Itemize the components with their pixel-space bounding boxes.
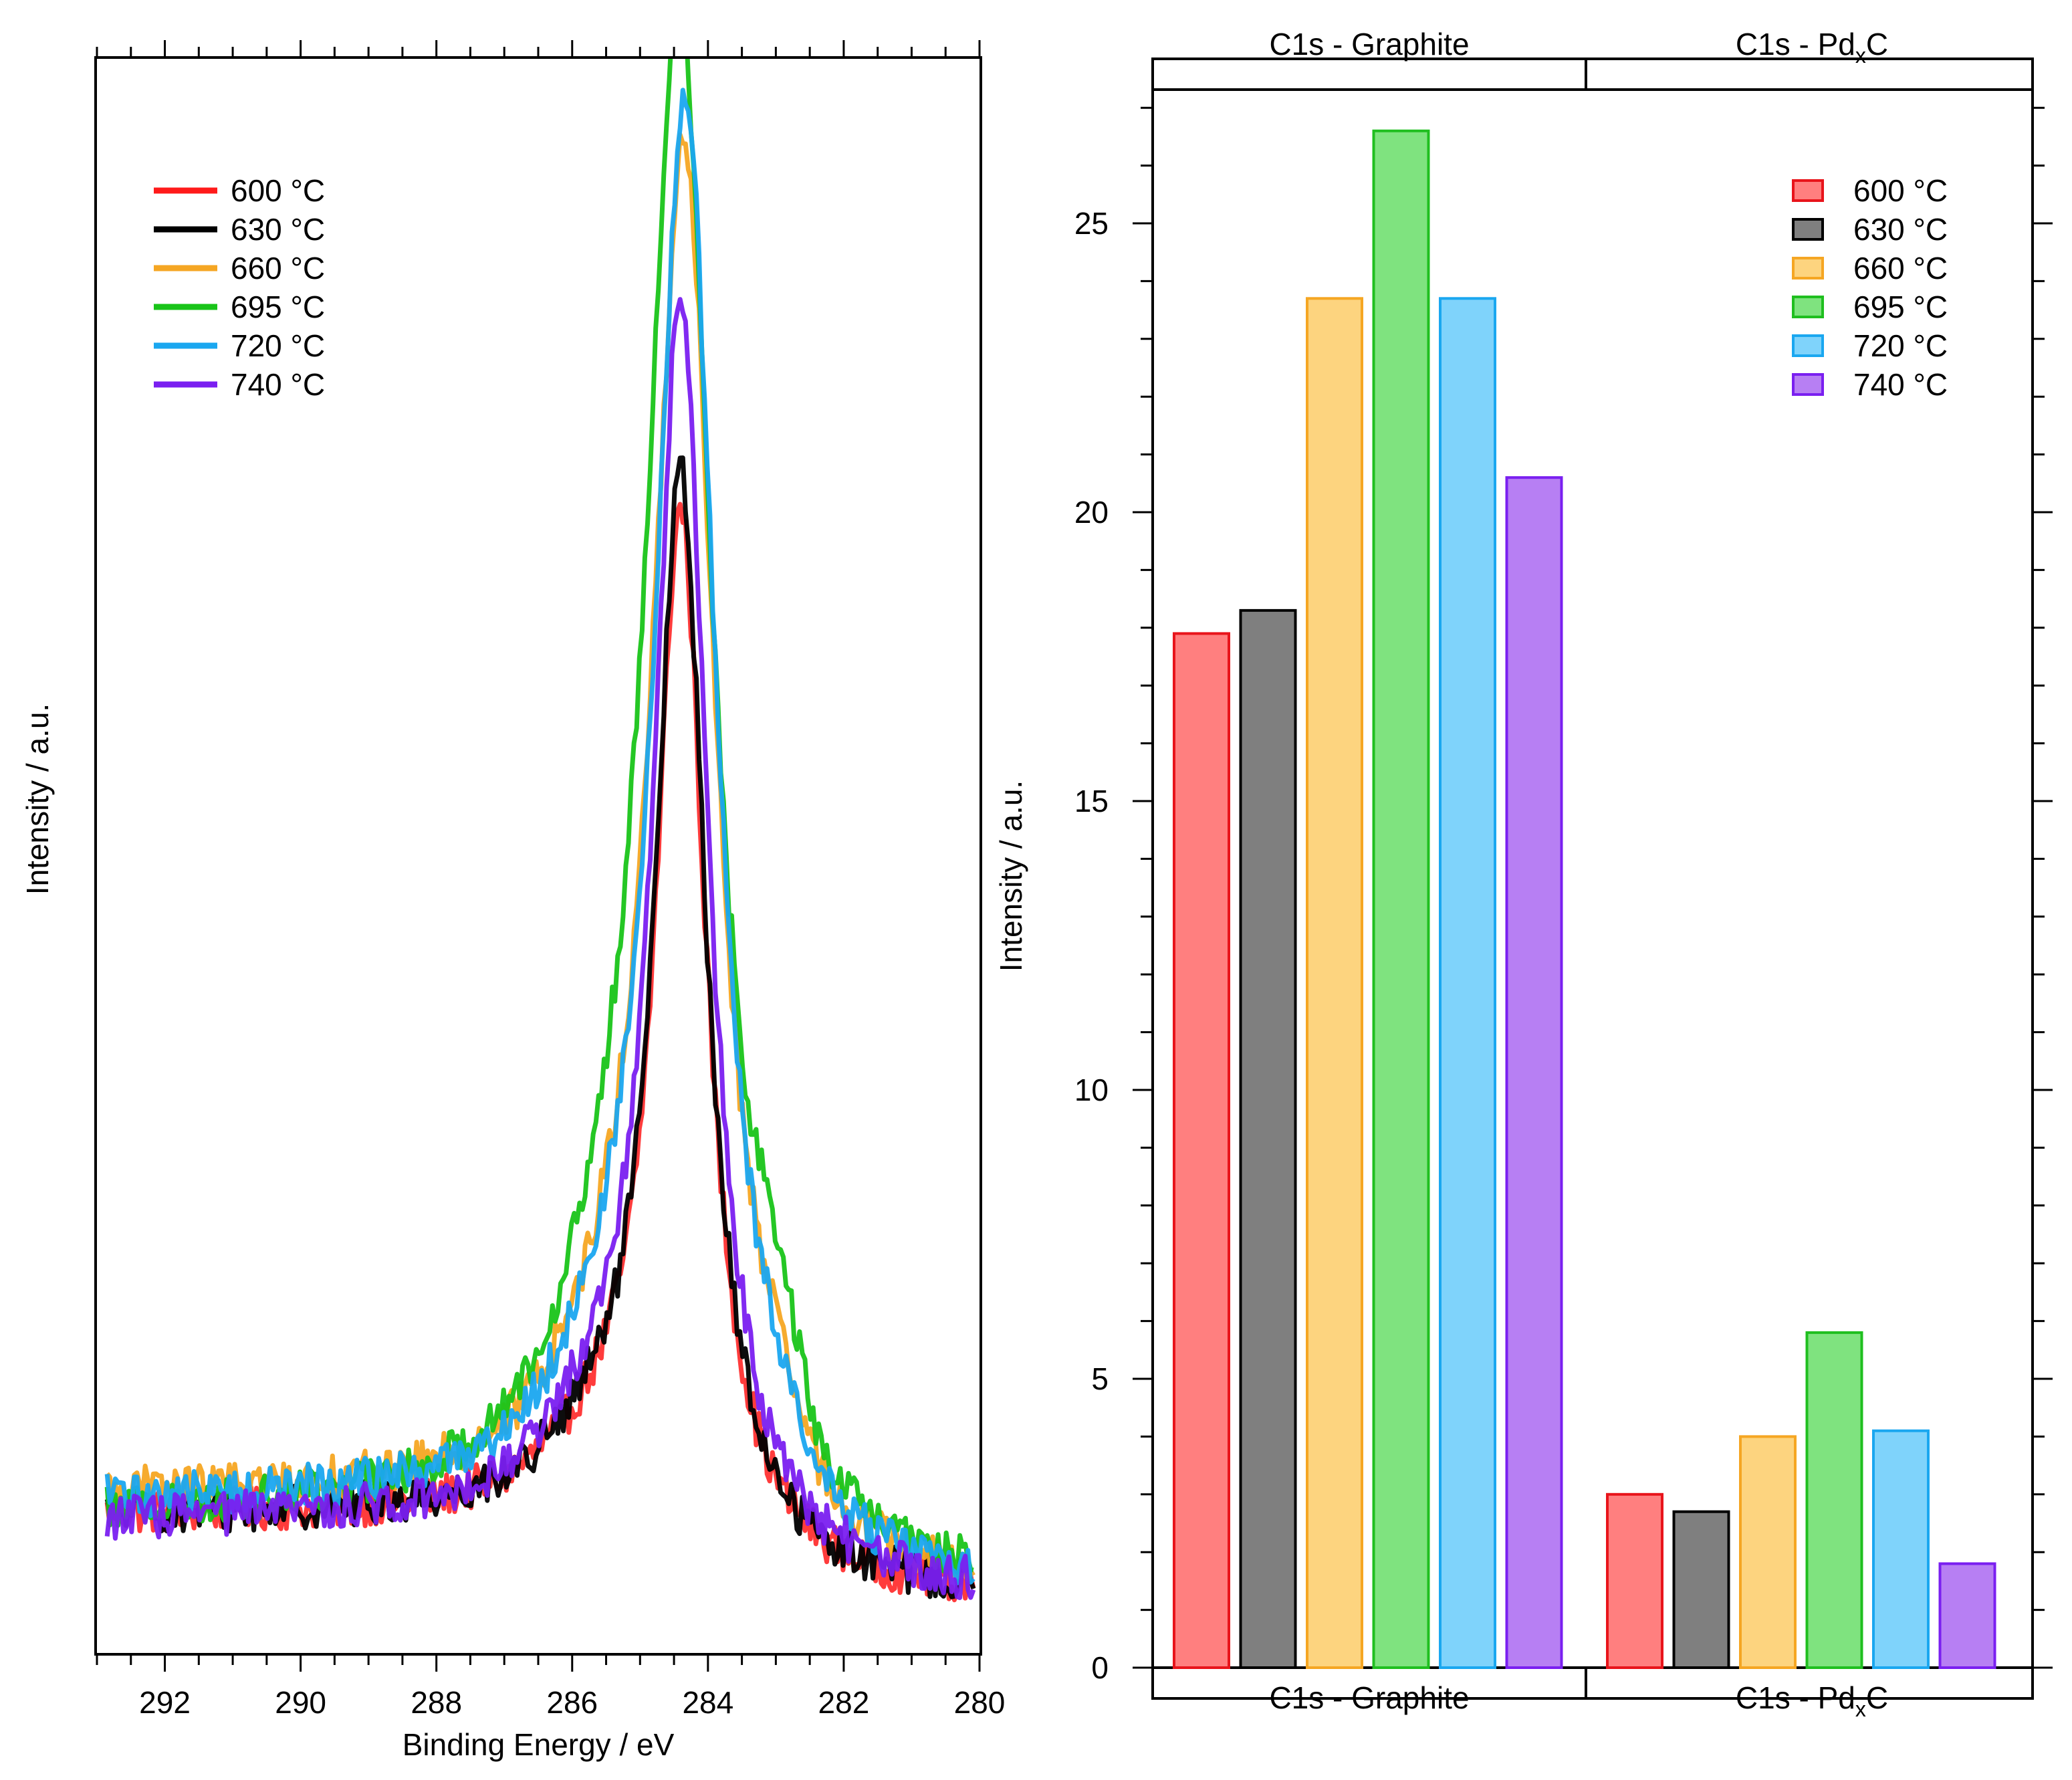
legend-swatch <box>1792 218 1824 241</box>
legend-label: 720 °C <box>231 328 325 363</box>
left-xlabel: Binding Energy / eV <box>402 1727 675 1762</box>
y-tick-label: 20 <box>1074 495 1109 530</box>
x-tick-label: 286 <box>546 1685 598 1720</box>
category-label-main: C1s - Pd <box>1736 1680 1855 1715</box>
legend-label: 695 °C <box>231 290 325 324</box>
right-legend: 600 °C 630 °C 660 °C 695 °C 720 °C 740 °C <box>1792 173 1948 402</box>
right-plot-frame <box>1151 88 2034 1669</box>
bar <box>1938 1562 1996 1669</box>
legend-label: 695 °C <box>1853 290 1948 324</box>
y-tick-label: 25 <box>1074 206 1109 241</box>
bar <box>1872 1429 1930 1669</box>
category-label-main: C1s - Graphite <box>1269 1680 1469 1715</box>
bar <box>1505 476 1563 1669</box>
left-plot-frame <box>94 56 982 1656</box>
left-bottom-ticks <box>96 1654 981 1672</box>
y-tick-label: 0 <box>1091 1650 1109 1685</box>
left-top-ticks <box>96 40 981 58</box>
legend-swatch <box>1792 373 1824 396</box>
x-tick-label: 292 <box>139 1685 191 1720</box>
legend-label: 740 °C <box>1853 367 1948 402</box>
spectrum-line <box>104 297 976 1600</box>
y-tick-label: 15 <box>1074 784 1109 818</box>
top-category-label: C1s - PdxC <box>1736 27 1888 68</box>
category-label-main: C1s - Pd <box>1736 27 1855 62</box>
y-tick-label: 10 <box>1074 1073 1109 1107</box>
right-ylabel: Intensity / a.u. <box>994 780 1028 972</box>
bar <box>1439 297 1496 1670</box>
legend-label: 660 °C <box>231 251 325 286</box>
top-category-label: C1s - Graphite <box>1269 27 1469 62</box>
legend-swatch <box>1792 296 1824 318</box>
legend-label: 720 °C <box>1853 328 1948 363</box>
legend-label: 740 °C <box>231 367 325 402</box>
legend-swatch <box>1792 334 1824 357</box>
right-y-ticks: 0 5 10 15 20 25 <box>1074 106 2053 1685</box>
legend-swatch <box>1792 257 1824 280</box>
bar <box>1239 608 1297 1669</box>
left-xtick-labels: 292 290 288 286 284 282 280 <box>139 1685 1005 1720</box>
bars <box>1173 129 1996 1670</box>
spectra-lines <box>104 59 976 1603</box>
x-tick-label: 290 <box>275 1685 326 1720</box>
legend-label: 660 °C <box>1853 251 1948 286</box>
category-label-tail: C <box>1866 1680 1888 1715</box>
x-tick-label: 282 <box>818 1685 870 1720</box>
bar <box>1606 1492 1663 1670</box>
x-tick-label: 288 <box>411 1685 462 1720</box>
bar <box>1805 1331 1863 1669</box>
category-label-subscript: x <box>1855 1697 1866 1721</box>
bar <box>1672 1510 1730 1669</box>
legend-label: 600 °C <box>231 173 325 208</box>
bottom-category-label: C1s - Graphite <box>1269 1680 1469 1715</box>
category-label-tail: C <box>1866 27 1888 62</box>
category-label-main: C1s - Graphite <box>1269 27 1469 62</box>
bar <box>1739 1435 1797 1669</box>
legend-swatch <box>1792 179 1824 202</box>
bar <box>1306 297 1363 1670</box>
spectrum-line <box>104 455 976 1599</box>
legend-label: 630 °C <box>231 212 325 247</box>
left-legend: 600 °C 630 °C 660 °C 695 °C 720 °C 740 °C <box>154 173 325 402</box>
left-ylabel: Intensity / a.u. <box>20 703 55 895</box>
legend-label: 630 °C <box>1853 212 1948 247</box>
x-tick-label: 280 <box>954 1685 1006 1720</box>
legend-label: 600 °C <box>1853 173 1948 208</box>
bottom-category-label: C1s - PdxC <box>1736 1680 1888 1721</box>
category-label-subscript: x <box>1855 43 1866 68</box>
bar <box>1173 632 1230 1670</box>
xps-spectra-panel: 292 290 288 286 284 282 280 Binding Energy / e… <box>20 40 1005 1762</box>
bar <box>1372 129 1430 1669</box>
y-tick-label: 5 <box>1091 1361 1109 1396</box>
x-tick-label: 284 <box>682 1685 733 1720</box>
